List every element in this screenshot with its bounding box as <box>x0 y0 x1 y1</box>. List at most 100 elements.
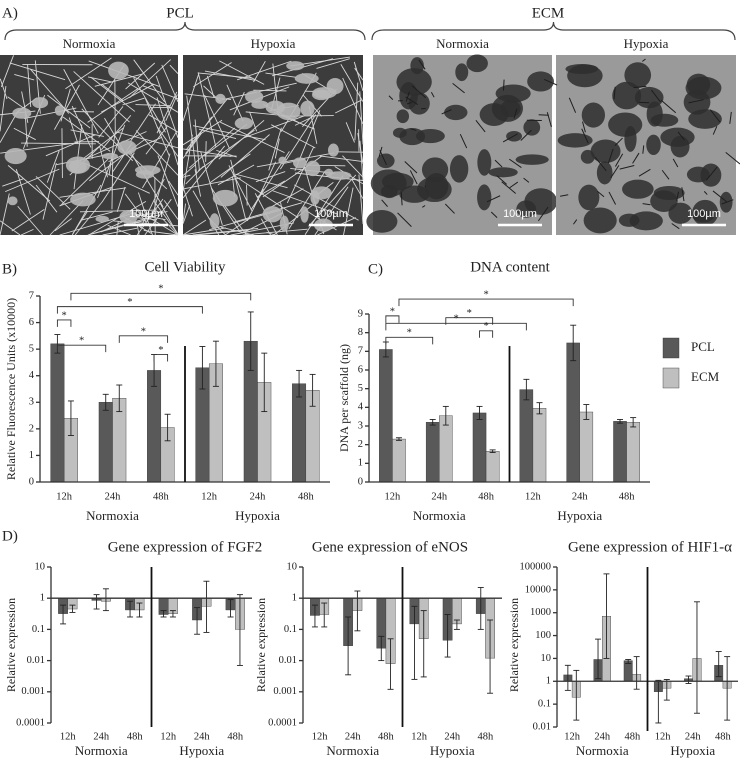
cell <box>4 148 27 165</box>
fiber <box>182 119 223 146</box>
cell <box>324 168 334 177</box>
fiber <box>74 200 104 236</box>
error-bar <box>387 638 394 690</box>
pore <box>477 149 492 176</box>
y-tick-label: 5 <box>358 383 363 394</box>
significance-label: * <box>141 326 146 337</box>
y-tick-label: 4 <box>29 370 35 381</box>
fiber <box>116 186 126 212</box>
cell <box>305 160 321 177</box>
x-tick-label: 12h <box>60 731 77 742</box>
fiber <box>255 171 286 183</box>
x-tick-label: 48h <box>715 731 732 742</box>
crack <box>676 191 679 201</box>
crack <box>538 114 549 116</box>
crack <box>582 121 586 133</box>
fiber <box>100 115 132 151</box>
pore <box>477 184 492 211</box>
y-axis-label: Relative expression <box>254 598 268 692</box>
legend-label: ECM <box>691 369 720 384</box>
fiber <box>182 227 227 236</box>
crack <box>411 85 427 99</box>
error-bar <box>617 419 624 424</box>
y-tick-label: 1 <box>40 593 45 604</box>
pore <box>622 179 654 199</box>
cell <box>327 143 339 157</box>
fiber <box>84 131 147 160</box>
x-tick-label: 24h <box>93 731 110 742</box>
pore <box>444 104 468 121</box>
crack <box>508 158 522 168</box>
bar <box>566 342 580 483</box>
error-bar <box>67 400 74 436</box>
fiber <box>157 155 179 207</box>
error-bar <box>476 405 483 420</box>
error-bar <box>296 369 303 398</box>
x-tick-label: 24h <box>250 491 267 502</box>
fiber <box>194 119 200 171</box>
x-tick-label: 48h <box>227 731 244 742</box>
cell <box>311 186 332 200</box>
error-bar <box>429 419 436 426</box>
crack <box>441 109 452 115</box>
fiber <box>182 133 202 159</box>
cell <box>108 61 129 80</box>
chart-title: Gene expression of FGF2 <box>108 539 263 555</box>
crack <box>581 128 589 144</box>
fiber <box>182 174 191 178</box>
crack <box>613 86 616 100</box>
fiber <box>5 168 60 193</box>
fiber <box>162 218 179 236</box>
fiber <box>224 217 251 236</box>
fiber <box>205 141 207 162</box>
y-tick-label: 0 <box>29 476 34 487</box>
pore <box>488 167 518 178</box>
error-bar <box>227 599 234 618</box>
error-bar <box>685 675 692 684</box>
y-tick-label: 1 <box>358 458 363 469</box>
pore <box>583 207 617 234</box>
y-tick-label: 0.001 <box>21 686 45 697</box>
y-tick-label: 7 <box>29 290 34 301</box>
fiber <box>81 161 150 194</box>
fiber <box>351 179 364 199</box>
crack <box>430 92 435 98</box>
pore <box>479 103 509 126</box>
cell <box>12 107 32 119</box>
crack <box>650 89 661 103</box>
fiber <box>163 200 179 220</box>
fiber <box>353 61 364 92</box>
fiber <box>23 107 77 119</box>
fiber <box>335 99 362 114</box>
x-tick-label: 12h <box>56 491 73 502</box>
crack <box>520 129 532 141</box>
fiber <box>54 84 80 130</box>
x-tick-label: 24h <box>345 731 362 742</box>
crack <box>546 112 552 127</box>
cell <box>69 161 79 171</box>
bar <box>50 343 65 483</box>
error-bar <box>603 573 610 659</box>
crack <box>560 194 569 197</box>
crack <box>607 148 614 164</box>
fiber <box>286 146 315 204</box>
significance-bracket <box>385 315 400 323</box>
crack <box>695 210 709 217</box>
fiber <box>189 127 236 169</box>
fiber <box>224 205 247 236</box>
error-bar <box>573 669 580 721</box>
crack <box>661 169 670 180</box>
crack <box>642 203 651 206</box>
bar <box>392 438 406 483</box>
y-tick-label: 9 <box>358 308 363 319</box>
fiber <box>0 220 21 236</box>
fiber <box>125 62 156 90</box>
fiber <box>308 174 357 227</box>
group-label: Normoxia <box>413 508 466 523</box>
fiber <box>220 226 254 236</box>
significance-bracket <box>70 292 252 301</box>
error-bar <box>102 393 109 411</box>
fiber <box>182 177 241 190</box>
error-bar <box>69 604 76 613</box>
significance-label: * <box>453 314 458 325</box>
